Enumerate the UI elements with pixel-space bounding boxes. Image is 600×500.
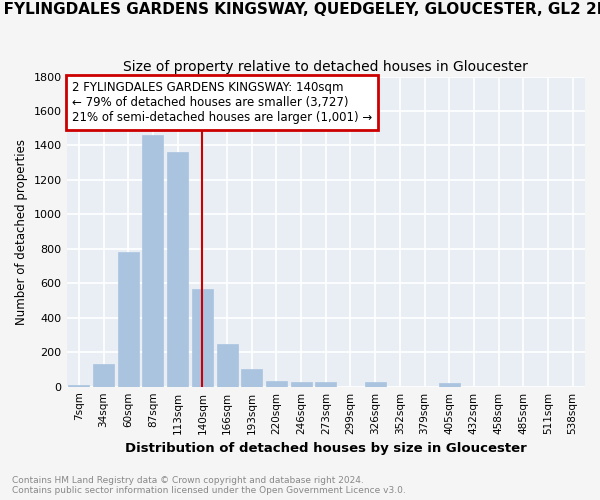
Text: 2, FYLINGDALES GARDENS KINGSWAY, QUEDGELEY, GLOUCESTER, GL2 2EX: 2, FYLINGDALES GARDENS KINGSWAY, QUEDGEL… [0, 2, 600, 18]
Bar [93, 364, 114, 386]
Bar [68, 385, 89, 386]
Bar [266, 380, 287, 386]
Bar [217, 344, 238, 386]
Bar [439, 383, 460, 386]
Bar [167, 152, 188, 386]
Title: Size of property relative to detached houses in Gloucester: Size of property relative to detached ho… [124, 60, 528, 74]
Bar [365, 382, 386, 386]
Text: 2 FYLINGDALES GARDENS KINGSWAY: 140sqm
← 79% of detached houses are smaller (3,7: 2 FYLINGDALES GARDENS KINGSWAY: 140sqm ←… [72, 81, 372, 124]
Bar [290, 382, 311, 386]
Bar [192, 290, 213, 386]
Bar [315, 382, 336, 386]
Text: Contains HM Land Registry data © Crown copyright and database right 2024.
Contai: Contains HM Land Registry data © Crown c… [12, 476, 406, 495]
X-axis label: Distribution of detached houses by size in Gloucester: Distribution of detached houses by size … [125, 442, 527, 455]
Bar [118, 252, 139, 386]
Bar [142, 135, 163, 386]
Bar [241, 368, 262, 386]
Y-axis label: Number of detached properties: Number of detached properties [15, 138, 28, 324]
